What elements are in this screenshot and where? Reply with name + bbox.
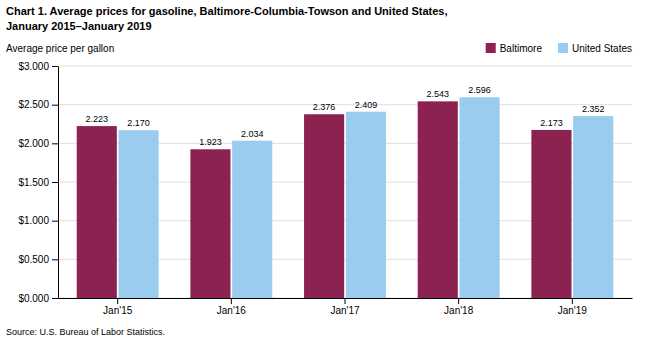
x-tick: Jan'18 — [444, 298, 474, 316]
data-labels: 2.223 1.923 2.376 2.543 2.173 2.170 2.034 2.409… — [86, 85, 605, 147]
y-tick: $2.000 — [18, 138, 58, 149]
title: Chart 1. Average prices for gasoline, Ba… — [6, 5, 448, 17]
bar — [190, 149, 230, 298]
y-tick-label: $1.500 — [18, 177, 49, 188]
x-tick-mark — [572, 298, 573, 304]
data-label: 2.223 — [86, 114, 109, 124]
y-tick: $0.500 — [18, 254, 58, 265]
y-axis-title: Average price per gallon — [6, 43, 114, 54]
legend-label: United States — [572, 43, 632, 54]
data-label: 1.923 — [199, 137, 222, 147]
y-tick-label: $2.500 — [18, 99, 49, 110]
chart: Chart 1. Average prices for gasoline, Ba… — [0, 0, 650, 340]
source: Source: U.S. Bureau of Labor Statistics. — [6, 327, 165, 337]
bar — [119, 130, 159, 298]
y-tick-mark — [52, 221, 58, 222]
data-label: 2.409 — [355, 100, 378, 110]
x-tick-label: Jan'16 — [217, 305, 247, 316]
bar — [418, 101, 458, 298]
y-tick: $1.500 — [18, 177, 58, 188]
bar — [304, 114, 344, 298]
x-tick: Jan'15 — [103, 298, 133, 316]
y-tick: $3.000 — [18, 61, 58, 72]
y-axis-line — [58, 67, 59, 299]
bar — [346, 112, 386, 298]
x-tick: Jan'19 — [558, 298, 588, 316]
y-tick-label: $3.000 — [18, 61, 49, 72]
y-tick-mark — [52, 105, 58, 106]
y-tick-label: $0.000 — [18, 293, 49, 304]
x-axis: Jan'15 Jan'16 Jan'17 Jan'18 Jan'19 — [59, 298, 633, 316]
x-tick-label: Jan'18 — [444, 305, 474, 316]
y-tick-label: $0.500 — [18, 254, 49, 265]
x-tick-mark — [458, 298, 459, 304]
y-tick: $0.000 — [18, 293, 58, 304]
y-tick-label: $2.000 — [18, 138, 49, 149]
y-tick: $1.000 — [18, 215, 58, 226]
x-tick-mark — [345, 298, 346, 304]
y-tick: $2.500 — [18, 99, 58, 110]
x-tick-mark — [117, 298, 118, 304]
legend-item: United States — [558, 43, 632, 54]
y-tick-mark — [52, 143, 58, 144]
x-tick-label: Jan'15 — [103, 305, 133, 316]
bar — [77, 126, 117, 298]
data-label: 2.173 — [540, 118, 563, 128]
bar — [459, 97, 499, 298]
x-tick: Jan'16 — [217, 298, 247, 316]
grid-line — [58, 104, 632, 105]
bar — [531, 130, 571, 298]
y-tick-mark — [52, 298, 58, 299]
grid-line — [58, 66, 632, 67]
data-label: 2.376 — [313, 102, 336, 112]
x-tick: Jan'17 — [330, 298, 360, 316]
bar — [232, 141, 272, 298]
x-tick-mark — [231, 298, 232, 304]
bar — [573, 116, 613, 298]
legend: Baltimore United States — [486, 43, 632, 54]
legend-swatch — [558, 43, 568, 53]
subtitle: January 2015–January 2019 — [6, 20, 152, 32]
data-label: 2.170 — [127, 118, 150, 128]
y-tick-label: $1.000 — [18, 215, 49, 226]
x-tick-label: Jan'17 — [330, 305, 360, 316]
legend-item: Baltimore — [486, 43, 543, 54]
x-tick-label: Jan'19 — [558, 305, 588, 316]
grid — [58, 66, 632, 298]
y-tick-mark — [52, 259, 58, 260]
data-label: 2.352 — [582, 104, 605, 114]
y-tick-mark — [52, 182, 58, 183]
data-label: 2.034 — [241, 129, 264, 139]
data-label: 2.543 — [427, 89, 450, 99]
y-axis: $0.000 $0.500 $1.000 $1.500 $2.000 $2.500 $3.0… — [18, 61, 58, 304]
legend-label: Baltimore — [500, 43, 543, 54]
y-tick-mark — [52, 66, 58, 67]
bars — [77, 97, 614, 298]
data-label: 2.596 — [468, 85, 491, 95]
legend-swatch — [486, 43, 496, 53]
plot: $0.000 $0.500 $1.000 $1.500 $2.000 $2.500 $3.0… — [18, 61, 632, 316]
